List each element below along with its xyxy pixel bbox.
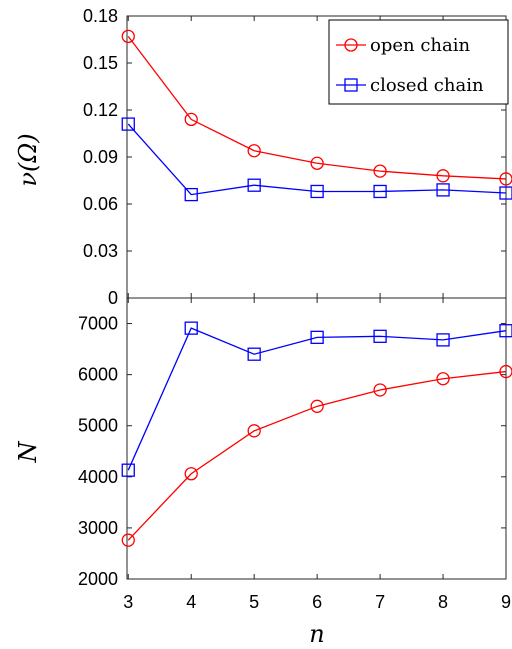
bottom-x-tick-label: 3: [123, 592, 133, 612]
top-y-axis-label: ν(Ω): [14, 133, 42, 186]
bottom-y-tick-label: 7000: [78, 314, 118, 334]
bottom-open-chain-point: [121, 533, 135, 547]
bottom-x-tick-label: 9: [501, 592, 511, 612]
legend-open-label: open chain: [370, 35, 470, 56]
bottom-series-line-open: [127, 370, 507, 541]
top-y-tick-label: 0.06: [83, 194, 118, 214]
top-closed-chain-point: [436, 183, 450, 197]
bottom-closed-chain-point: [436, 333, 450, 347]
legend-closed-label: closed chain: [370, 75, 484, 96]
top-y-tick-label: 0.15: [83, 53, 118, 73]
top-open-chain-point: [499, 172, 512, 186]
top-closed-chain-point: [247, 178, 261, 192]
top-series-line-open: [127, 35, 507, 180]
bottom-closed-chain-point: [310, 330, 324, 344]
legend-open-marker: [344, 38, 358, 52]
top-open-chain-point: [310, 156, 324, 170]
top-y-tick-label: 0: [108, 288, 118, 308]
bottom-open-chain-point: [499, 364, 512, 379]
bottom-series-line-closed: [127, 327, 507, 471]
top-open-chain-point: [436, 169, 450, 183]
bottom-y-tick-label: 6000: [78, 365, 118, 385]
top-y-tick-label: 0.18: [83, 6, 118, 26]
bottom-y-tick-label: 2000: [78, 569, 118, 589]
bottom-open-chain-point: [310, 399, 324, 413]
top-open-chain-point: [373, 164, 387, 178]
top-open-chain-point: [247, 144, 261, 158]
bottom-open-chain-point: [247, 424, 261, 438]
bottom-closed-chain-point: [373, 329, 387, 343]
bottom-closed-chain-point: [121, 463, 135, 477]
top-open-chain-point: [121, 29, 135, 44]
legend: open chain closed chain: [328, 19, 509, 105]
bottom-open-chain-point: [436, 372, 450, 386]
bottom-y-tick-label: 5000: [78, 416, 118, 436]
top-panel: 0 0.03 0.06 0.09 0.12 0.15 0.18: [83, 6, 512, 308]
top-open-chain-point: [184, 112, 198, 127]
bottom-open-chain-point: [184, 467, 198, 481]
top-y-tick-label: 0.12: [83, 100, 118, 120]
bottom-open-chain-point: [373, 383, 387, 397]
bottom-x-tick-label: 6: [312, 592, 322, 612]
x-axis-label: n: [309, 620, 324, 648]
top-y-tick-label: 0.09: [83, 147, 118, 167]
top-closed-chain-point: [310, 184, 324, 199]
bottom-x-tick-label: 7: [375, 592, 385, 612]
bottom-panel: 2000 3000 4000 5000 6000 7000 3 4 5 6 7 8 9: [78, 297, 512, 612]
bottom-x-tick-label: 4: [186, 592, 196, 612]
bottom-plot-frame: [126, 297, 507, 580]
top-closed-chain-point: [184, 187, 198, 202]
bottom-y-axis-label: N: [14, 441, 42, 464]
top-y-tick-label: 0.03: [83, 241, 118, 261]
bottom-x-tick-label: 8: [438, 592, 448, 612]
top-closed-chain-point: [499, 186, 512, 200]
top-closed-chain-point: [121, 117, 135, 131]
top-series-line-closed: [127, 123, 507, 196]
bottom-x-tick-label: 5: [249, 592, 259, 612]
bottom-closed-chain-point: [247, 347, 261, 361]
legend-closed-marker: [344, 78, 358, 92]
bottom-closed-chain-point: [184, 321, 198, 335]
bottom-y-tick-label: 4000: [78, 467, 118, 487]
legend-box: [328, 19, 509, 105]
bottom-y-tick-label: 3000: [78, 518, 118, 538]
bottom-closed-chain-point: [499, 324, 512, 338]
top-closed-chain-point: [373, 184, 387, 199]
